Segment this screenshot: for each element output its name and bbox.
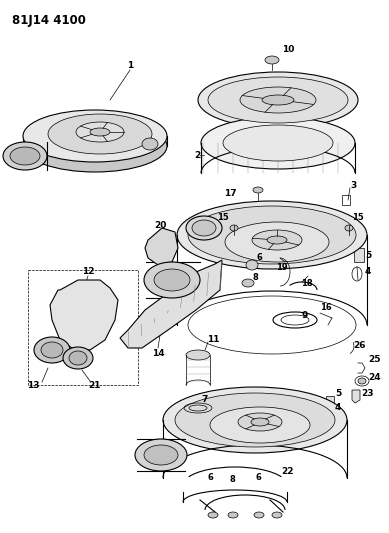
Ellipse shape [192,220,216,236]
Ellipse shape [198,72,358,128]
Ellipse shape [154,269,190,291]
Ellipse shape [34,337,70,363]
Text: 6: 6 [256,254,262,262]
Ellipse shape [225,222,329,262]
Text: 19: 19 [276,263,288,272]
Text: 17: 17 [224,189,236,198]
Ellipse shape [135,439,187,471]
Text: 24: 24 [369,374,381,383]
Ellipse shape [76,122,124,142]
Ellipse shape [163,387,347,453]
Text: 2: 2 [194,150,200,159]
Ellipse shape [69,351,87,365]
Text: 20: 20 [154,221,166,230]
Ellipse shape [267,236,287,244]
Polygon shape [120,260,222,348]
Ellipse shape [272,512,282,518]
Bar [28,270,138,385]
Ellipse shape [358,378,366,384]
Ellipse shape [144,445,178,465]
Ellipse shape [251,418,269,426]
Ellipse shape [208,512,218,518]
Text: 3: 3 [351,181,357,190]
Text: 21: 21 [89,381,101,390]
Text: 23: 23 [362,389,374,398]
Text: 6: 6 [255,472,261,481]
Ellipse shape [186,350,210,360]
Text: 4: 4 [335,403,341,413]
Ellipse shape [246,260,258,270]
Text: 5: 5 [365,251,371,260]
Ellipse shape [242,279,254,287]
Ellipse shape [210,407,310,443]
Ellipse shape [345,225,353,231]
Text: 12: 12 [82,268,94,277]
Ellipse shape [188,206,356,264]
Ellipse shape [208,77,348,123]
Ellipse shape [240,87,316,113]
Text: 15: 15 [217,214,229,222]
Ellipse shape [262,95,294,105]
Ellipse shape [63,347,93,369]
Ellipse shape [90,128,110,136]
Polygon shape [145,228,178,265]
Text: 8: 8 [252,273,258,282]
Text: 10: 10 [282,45,294,54]
Text: 4: 4 [365,268,371,277]
Text: 81J14 4100: 81J14 4100 [12,14,86,27]
Ellipse shape [201,117,355,169]
Ellipse shape [177,201,367,269]
Ellipse shape [23,120,167,172]
Text: 26: 26 [354,341,366,350]
Text: 13: 13 [27,381,39,390]
Polygon shape [354,248,364,262]
Polygon shape [326,396,334,407]
Ellipse shape [175,393,335,447]
Ellipse shape [253,187,263,193]
Ellipse shape [144,262,200,298]
Ellipse shape [228,512,238,518]
Ellipse shape [223,125,333,161]
Ellipse shape [41,342,63,358]
Text: 14: 14 [152,349,164,358]
Text: 9: 9 [302,311,308,319]
Text: 11: 11 [207,335,219,344]
Text: 22: 22 [282,467,294,477]
Text: 15: 15 [352,214,364,222]
Ellipse shape [3,142,47,170]
Ellipse shape [230,225,238,231]
Ellipse shape [254,512,264,518]
Text: 16: 16 [320,303,332,312]
Ellipse shape [186,216,222,240]
Text: 18: 18 [301,279,313,287]
Ellipse shape [252,230,302,250]
Text: 8: 8 [229,475,235,484]
Ellipse shape [48,114,152,154]
Ellipse shape [238,413,282,431]
Ellipse shape [142,138,158,150]
Text: 1: 1 [127,61,133,69]
Polygon shape [352,390,360,403]
Text: 25: 25 [369,356,381,365]
Text: 7: 7 [202,395,208,405]
Text: 5: 5 [335,389,341,398]
Text: 6: 6 [207,472,213,481]
Ellipse shape [23,110,167,162]
Ellipse shape [10,147,40,165]
Polygon shape [50,280,118,350]
Ellipse shape [265,56,279,64]
